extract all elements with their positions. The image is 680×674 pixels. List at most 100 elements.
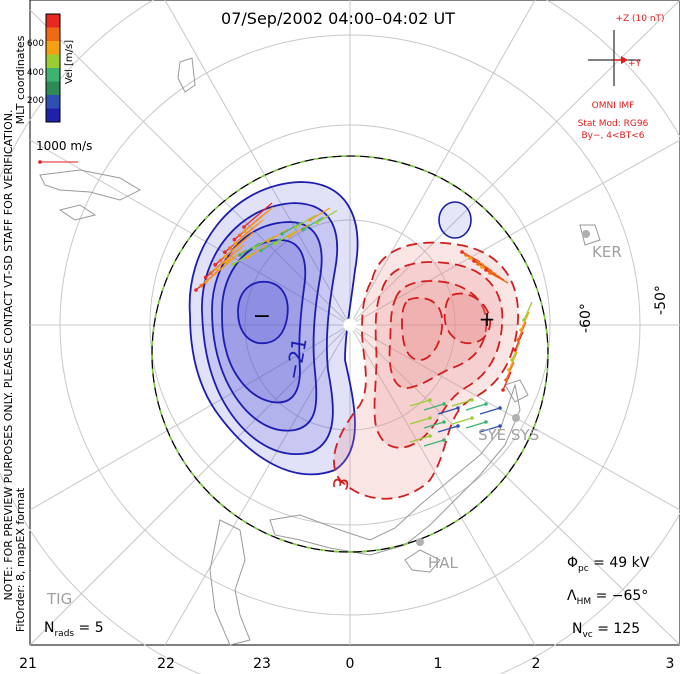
velocity-vector [316, 209, 338, 224]
velocity-vector-origin [519, 328, 523, 332]
velocity-vector-origin [442, 420, 446, 424]
velocity-vector-origin [504, 378, 508, 382]
velocity-vector-origin [194, 288, 198, 292]
velocity-vector [239, 242, 261, 256]
velocity-vector [465, 421, 487, 429]
velocity-vector-origin [484, 268, 488, 272]
velocity-vector [437, 407, 459, 415]
velocity-vector-origin [484, 402, 488, 406]
velocity-vector-origin [464, 253, 468, 257]
velocity-vector-origin [209, 271, 213, 276]
velocity-vector-origin [460, 250, 464, 254]
velocity-vector-origin [472, 259, 476, 263]
velocity-vector-origin [204, 279, 209, 284]
velocity-vector [274, 230, 296, 245]
velocity-vector-origin [266, 239, 270, 243]
preview-note: NOTE: FOR PREVIEW PURPOSES ONLY. PLEASE … [2, 109, 15, 600]
colorbar-segment [46, 95, 60, 109]
velocity-vector [409, 417, 431, 425]
velocity-vector [423, 403, 445, 411]
stat-model: Stat Mod: RG96 [578, 119, 649, 129]
negative-potential-cell [188, 181, 359, 476]
velocity-vector-origin [252, 246, 256, 250]
contour-label-positive: 3 [328, 475, 354, 492]
mlt-tick-3: 3 [666, 656, 675, 672]
station-sye-sys: SYE SYS [478, 426, 539, 444]
lat-label-60: -60° [578, 303, 594, 333]
velocity-vector-origin [223, 254, 228, 259]
velocity-vector-origin [484, 420, 488, 424]
colorbar-tick-400: 400 [27, 68, 44, 78]
velocity-vector-origin [498, 406, 502, 410]
mlt-tick-22: 22 [157, 656, 175, 672]
velocity-vector-origin [522, 318, 526, 322]
velocity-vector-origin [214, 267, 218, 271]
velocity-vector [479, 407, 501, 415]
stat-phi-pc: Φpc = 49 kV [567, 555, 650, 574]
station-tig: TIG [46, 590, 72, 608]
colorbar-segment [46, 54, 60, 69]
mlt-tick-0: 0 [346, 656, 355, 672]
velocity-vector-origin [498, 424, 502, 428]
velocity-vector-origin [273, 241, 277, 246]
velocity-vector [437, 425, 459, 433]
velocity-vector-origin [294, 225, 298, 229]
velocity-vector-origin [428, 434, 432, 438]
velocity-vector-origin [238, 253, 242, 257]
velocity-vector [205, 257, 235, 283]
velocity-vector-origin [242, 225, 246, 229]
stat-n-rads: Nrads = 5 [44, 620, 104, 639]
velocity-colorbar [45, 13, 61, 123]
colorbar-segment [46, 27, 60, 42]
velocity-vector-origin [501, 388, 505, 392]
velocity-vector [225, 249, 247, 263]
velocity-vector [253, 235, 275, 249]
mlt-axis: 21 22 23 0 1 2 3 [19, 656, 674, 672]
velocity-vector-origin [315, 220, 319, 225]
velocity-vector [523, 301, 533, 321]
velocity-vector [423, 421, 445, 429]
velocity-vector [225, 231, 255, 257]
colorbar-tick-600: 600 [27, 39, 44, 49]
page-title: 07/Sep/2002 04:00–04:02 UT [221, 9, 455, 28]
small-cell [438, 201, 472, 239]
velocity-vector-origin [470, 398, 474, 402]
velocity-vector-origin [513, 348, 517, 352]
velocity-vector-origin [245, 255, 249, 260]
scale-vector-dot [38, 160, 42, 164]
station-hal: HAL [428, 554, 459, 572]
velocity-vector-origin [231, 262, 235, 267]
velocity-vector-origin [428, 416, 432, 420]
velocity-vector-origin [223, 250, 227, 254]
velocity-vector-origin [516, 338, 520, 342]
velocity-vector [288, 223, 310, 238]
velocity-vector-origin [456, 406, 460, 410]
velocity-vector-origin [507, 368, 511, 372]
velocity-vector [246, 244, 268, 259]
imf-y-label: +Y [628, 59, 642, 69]
fit-order-label: FitOrder: 8, mapEX format [14, 487, 27, 632]
colorbar-segment [46, 68, 60, 82]
velocity-vector-origin [259, 248, 263, 253]
station-icons [416, 230, 590, 546]
colorbar-outline [45, 13, 61, 123]
velocity-vector-origin [233, 242, 237, 246]
velocity-vector-origin [428, 398, 432, 402]
velocity-vector [215, 244, 245, 270]
scale-vector-label: 1000 m/s [36, 139, 92, 153]
potential-max-marker: + [479, 307, 496, 331]
mlt-tick-23: 23 [253, 656, 271, 672]
velocity-vector [281, 221, 303, 235]
velocity-vector-origin [203, 275, 208, 280]
pole-marker [343, 318, 357, 332]
velocity-vector-origin [470, 416, 474, 420]
imf-condition: By−, 4<BT<6 [582, 131, 645, 141]
velocity-vector [243, 202, 273, 228]
mlt-tick-2: 2 [532, 656, 541, 672]
mlt-tick-21: 21 [19, 656, 37, 672]
positive-potential-cell [333, 241, 519, 500]
velocity-vector-origin [213, 263, 217, 267]
hm-boundary-dashes [151, 155, 549, 553]
velocity-vector [479, 425, 501, 433]
